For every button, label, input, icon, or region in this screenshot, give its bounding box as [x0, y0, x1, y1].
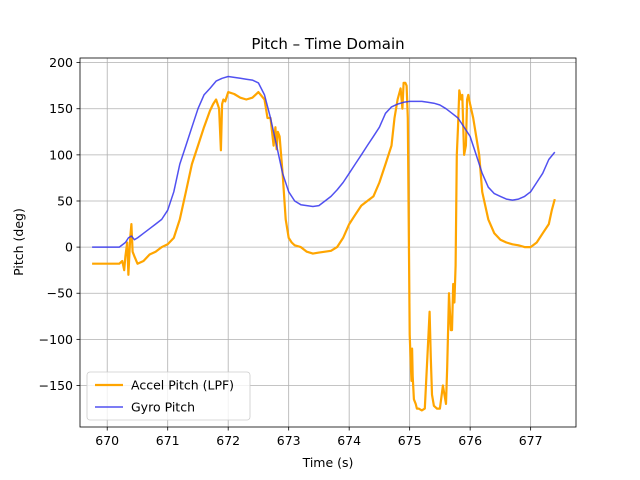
series-line-gyro-pitch	[92, 75, 556, 248]
legend: Accel Pitch (LPF) Gyro Pitch	[86, 371, 251, 421]
x-tick-label: 676	[458, 433, 482, 448]
x-axis-label: Time (s)	[302, 455, 354, 470]
x-tick-label: 673	[277, 433, 301, 448]
x-tick-label: 670	[95, 433, 119, 448]
x-tick-label: 674	[337, 433, 361, 448]
y-tick-label: 0	[65, 240, 73, 255]
x-tick-label: 675	[398, 433, 422, 448]
y-tick-label: −100	[39, 332, 73, 347]
legend-label-accel-pitch: Accel Pitch (LPF)	[131, 378, 234, 393]
legend-box	[86, 371, 251, 421]
plot-frame	[79, 57, 577, 428]
x-tick-label: 672	[216, 433, 240, 448]
axis-ticks: 670 671 672 673 674 675 676 677 −150 −100 −50 0 50 10…	[39, 55, 543, 448]
y-tick-label: −150	[39, 378, 73, 393]
y-tick-label: 200	[49, 55, 73, 70]
y-tick-label: 50	[57, 193, 73, 208]
x-tick-label: 671	[156, 433, 180, 448]
y-tick-label: 100	[49, 147, 73, 162]
y-tick-label: 150	[49, 101, 73, 116]
x-tick-label: 677	[519, 433, 543, 448]
y-axis-label: Pitch (deg)	[11, 208, 26, 276]
legend-label-gyro-pitch: Gyro Pitch	[131, 400, 195, 415]
chart-title: Pitch – Time Domain	[251, 35, 404, 53]
y-tick-label: −50	[47, 286, 73, 301]
series-lines	[92, 75, 556, 412]
series-line-accel-pitch	[92, 81, 556, 412]
